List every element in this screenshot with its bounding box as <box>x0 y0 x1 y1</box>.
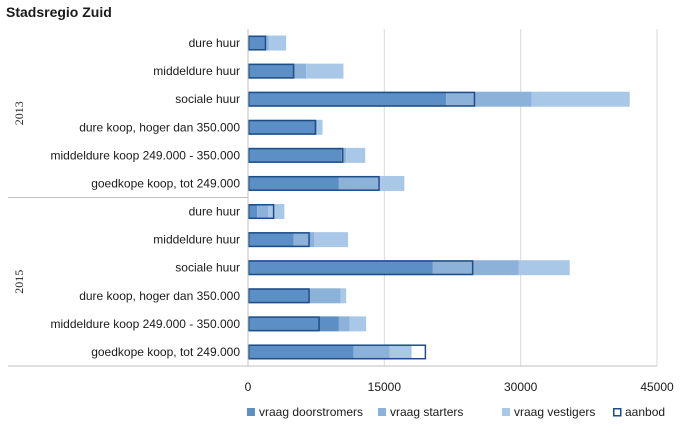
bar-aanbod <box>248 175 380 191</box>
bar-aanbod <box>248 204 275 220</box>
bar-aanbod <box>248 35 267 51</box>
legend-label: vraag doorstromers <box>259 405 363 419</box>
bar-vraag-doorstromers <box>248 316 339 332</box>
x-tick-label: 15000 <box>368 380 402 394</box>
bar-vraag-doorstromers <box>248 260 433 276</box>
bar-vraag-doorstromers <box>248 204 258 220</box>
group-label-2013: 2013 <box>12 101 26 125</box>
category-label: dure huur <box>189 36 240 50</box>
legend-swatch <box>613 408 622 417</box>
bar-aanbod <box>248 63 295 79</box>
bar-vraag-starters <box>257 204 268 220</box>
category-label: dure koop, hoger dan 350.000 <box>79 289 240 303</box>
bar-vraag-vestigers <box>389 344 412 360</box>
bar-aanbod <box>248 119 317 135</box>
category-label: middeldure huur <box>153 233 240 247</box>
chart-title: Stadsregio Zuid <box>6 4 112 20</box>
bar-aanbod <box>248 91 476 107</box>
category-label: goedkope koop, tot 249.000 <box>91 176 240 190</box>
bar-vraag-vestigers <box>346 147 366 163</box>
bar-aanbod <box>248 316 320 332</box>
x-tick-label: 30000 <box>504 380 538 394</box>
category-label: middeldure koop 249.000 - 350.000 <box>51 148 241 162</box>
bar-aanbod <box>248 147 344 163</box>
bar-vraag-doorstromers <box>248 35 267 51</box>
bar-vraag-doorstromers <box>248 175 339 191</box>
bar-vraag-starters <box>315 119 318 135</box>
category-label: sociale huur <box>175 261 240 275</box>
bar-vraag-starters <box>308 288 341 304</box>
bar-vraag-doorstromers <box>248 91 447 107</box>
legend-label: vraag vestigers <box>514 405 595 419</box>
category-label: middeldure koop 249.000 - 350.000 <box>51 317 241 331</box>
bar-aanbod <box>248 260 474 276</box>
category-label: goedkope koop, tot 249.000 <box>91 345 240 359</box>
category-label: dure koop, hoger dan 350.000 <box>79 120 240 134</box>
x-tick-label: 0 <box>245 380 252 394</box>
bar-vraag-starters <box>293 232 315 248</box>
bar-aanbod <box>248 232 310 248</box>
bar-vraag-doorstromers <box>248 344 354 360</box>
bar-vraag-doorstromers <box>248 232 294 248</box>
bar-vraag-starters <box>353 344 390 360</box>
bar-vraag-vestigers <box>268 35 287 51</box>
x-tick-label: 45000 <box>640 380 674 394</box>
group-label-2015: 2015 <box>12 270 26 294</box>
bar-vraag-starters <box>338 316 350 332</box>
bar-vraag-vestigers <box>340 288 347 304</box>
bar-vraag-vestigers <box>349 316 367 332</box>
bar-vraag-vestigers <box>267 204 285 220</box>
legend-swatch <box>502 408 510 416</box>
legend-label: vraag starters <box>390 405 463 419</box>
bar-vraag-starters <box>432 260 519 276</box>
bar-vraag-starters <box>446 91 532 107</box>
bar-vraag-vestigers <box>306 63 344 79</box>
bar-vraag-doorstromers <box>248 288 309 304</box>
legend-swatch <box>247 408 255 416</box>
legend-label: aanbod <box>625 405 665 419</box>
bar-vraag-vestigers <box>317 119 323 135</box>
bar-vraag-starters <box>294 63 307 79</box>
bar-vraag-doorstromers <box>248 147 342 163</box>
bar-vraag-starters <box>341 147 347 163</box>
bar-vraag-starters <box>266 35 269 51</box>
bar-vraag-vestigers <box>531 91 630 107</box>
legend-swatch <box>378 408 386 416</box>
category-label: middeldure huur <box>153 64 240 78</box>
bar-aanbod <box>248 288 310 304</box>
category-label: sociale huur <box>175 92 240 106</box>
bar-vraag-vestigers <box>518 260 570 276</box>
bar-vraag-vestigers <box>379 175 405 191</box>
bar-vraag-starters <box>338 175 380 191</box>
bar-vraag-doorstromers <box>248 119 316 135</box>
category-label: dure huur <box>189 205 240 219</box>
bar-aanbod <box>248 344 427 360</box>
bar-vraag-vestigers <box>314 232 348 248</box>
bar-vraag-doorstromers <box>248 63 295 79</box>
